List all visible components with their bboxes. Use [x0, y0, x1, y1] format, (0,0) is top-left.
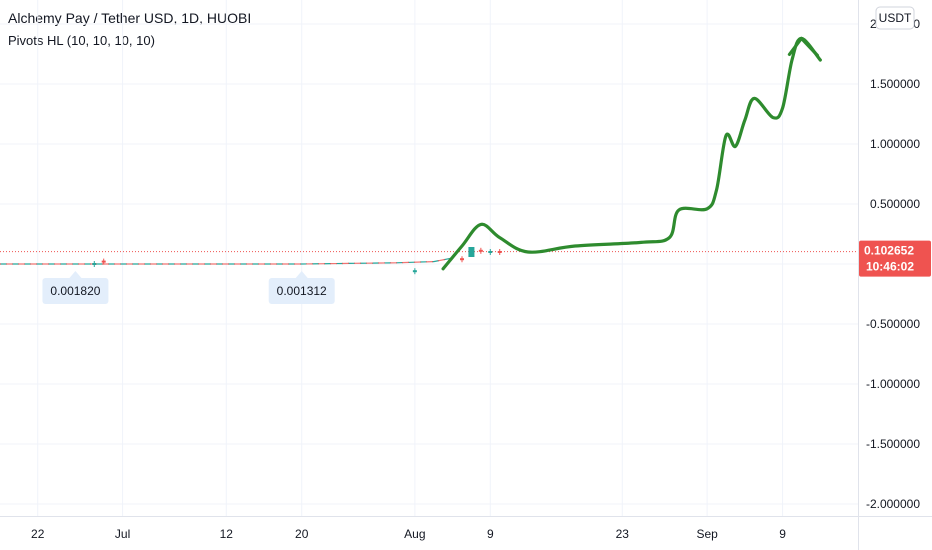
price-tick-label: -2.000000: [866, 497, 920, 511]
candle: [497, 251, 502, 253]
price-tick-label: -0.500000: [866, 317, 920, 331]
pivot-value: 0.001312: [277, 284, 327, 298]
baseline-dashes: [0, 257, 453, 265]
price-tag-value: 0.102652: [864, 244, 914, 258]
price-tag: 0.102652 10:46:02: [859, 240, 931, 277]
currency-badge-box: [875, 6, 915, 30]
chart-title: Alchemy Pay / Tether USD, 1D, HUOBI: [8, 10, 252, 26]
candle: [92, 263, 97, 265]
candle: [460, 258, 464, 261]
time-tick-label: 22: [31, 527, 45, 541]
time-tick-label: Jul: [115, 527, 130, 541]
candle: [478, 249, 483, 252]
price-tick-label: -1.500000: [866, 437, 920, 451]
candle: [468, 247, 475, 257]
candle: [412, 270, 417, 273]
pivot-value: 0.001820: [50, 284, 100, 298]
price-tick-label: 0.500000: [870, 197, 920, 211]
currency-badge[interactable]: USDT: [875, 6, 915, 30]
candle: [101, 260, 106, 263]
price-tag-box: [859, 240, 931, 277]
price-tick-label: 1.000000: [870, 137, 920, 151]
time-tick-label: 12: [220, 527, 234, 541]
forecast-arrowhead[interactable]: [787, 36, 820, 57]
pivot-pointer: [69, 271, 82, 278]
time-tick-label: 9: [487, 527, 494, 541]
pivot-label: 0.001820: [42, 271, 109, 304]
pivot-labels: 0.001820 0.001312: [42, 271, 335, 304]
pivot-label: 0.001312: [268, 271, 335, 304]
grid: [0, 0, 858, 516]
price-tick-label: -1.000000: [866, 377, 920, 391]
time-tick-label: Aug: [404, 527, 425, 541]
hand-drawn-forecast-line[interactable]: [441, 36, 822, 271]
pivot-box: [42, 278, 109, 304]
candle: [488, 251, 493, 253]
candles: [92, 247, 502, 275]
time-tick-label: 23: [616, 527, 630, 541]
series-layer: [0, 36, 858, 275]
baseline-dashes-red: [0, 257, 453, 265]
indicator-legend[interactable]: Pivots HL (10, 10, 10, 10): [8, 33, 155, 48]
pivot-pointer: [295, 271, 308, 278]
time-tick-label: 20: [295, 527, 309, 541]
time-tick-label: 9: [779, 527, 786, 541]
price-axis-ticks: 2.0000001.5000001.0000000.500000-0.50000…: [866, 17, 920, 511]
price-tag-countdown: 10:46:02: [866, 260, 914, 274]
price-tick-label: 1.500000: [870, 77, 920, 91]
time-tick-label: Sep: [696, 527, 718, 541]
time-axis-ticks: 22 Jul 12 20 Aug 9 23 Sep 9: [31, 527, 786, 541]
pivot-box: [268, 278, 335, 304]
currency-badge-label: USDT: [879, 11, 912, 25]
